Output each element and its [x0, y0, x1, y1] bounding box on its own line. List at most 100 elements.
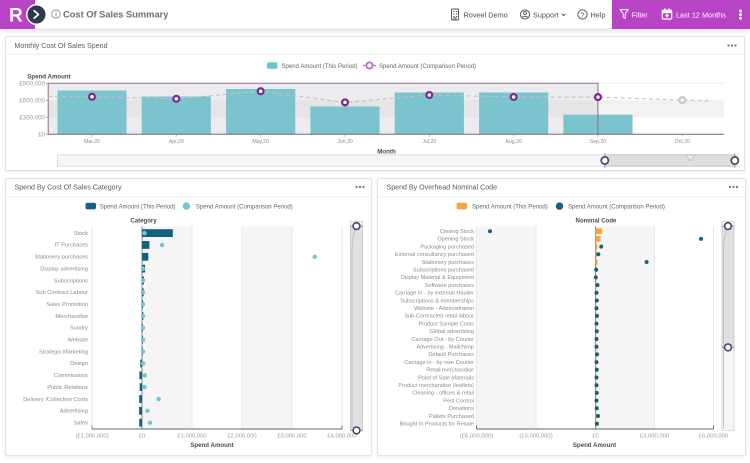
svg-text:Opening Stock: Opening Stock — [437, 236, 474, 242]
svg-text:Jul,20: Jul,20 — [422, 139, 436, 145]
svg-text:.. ..: .. .. — [151, 140, 156, 144]
svg-text:Spend By Cost Of Sales Categor: Spend By Cost Of Sales Category — [14, 183, 121, 191]
svg-text:Retail merchandise: Retail merchandise — [426, 367, 474, 373]
svg-text:(£6,000,000): (£6,000,000) — [460, 433, 493, 439]
svg-text:Website - Administration: Website - Administration — [414, 306, 474, 312]
svg-text:Apr,20: Apr,20 — [168, 139, 183, 145]
svg-text:.. ..: .. .. — [416, 140, 421, 144]
svg-text:.. ..: .. .. — [525, 140, 530, 144]
svg-text:Cleaning - offices & retail: Cleaning - offices & retail — [412, 390, 474, 396]
svg-text:.. ..: .. .. — [115, 140, 120, 144]
svg-text:.. ..: .. .. — [356, 140, 361, 144]
svg-text:Spend Amount: Spend Amount — [190, 442, 233, 449]
svg-text:£900,000: £900,000 — [19, 80, 45, 87]
svg-text:Spend Amount (This Period): Spend Amount (This Period) — [281, 64, 357, 70]
svg-text:Oct,20: Oct,20 — [674, 139, 689, 145]
svg-text:Merchandise: Merchandise — [55, 313, 88, 319]
svg-text:.. ..: .. .. — [247, 140, 252, 144]
svg-text:Global advertising: Global advertising — [429, 329, 474, 335]
svg-text:External consultancy purchased: External consultancy purchased — [395, 252, 474, 258]
svg-text:£300,000: £300,000 — [19, 114, 45, 121]
svg-text:Month: Month — [377, 148, 396, 155]
svg-text:Closing Stock: Closing Stock — [440, 229, 474, 235]
svg-text:£3,000,000: £3,000,000 — [640, 433, 670, 439]
svg-text:£1,000,000: £1,000,000 — [177, 433, 207, 439]
svg-text:£6,000,000: £6,000,000 — [699, 433, 729, 439]
svg-text:.. ..: .. .. — [561, 140, 566, 144]
svg-text:Delivery /Collection Costs: Delivery /Collection Costs — [23, 396, 88, 402]
svg-text:.. ..: .. .. — [705, 140, 710, 144]
svg-text:Jun,20: Jun,20 — [337, 139, 353, 145]
svg-text:Spend Amount (This Period): Spend Amount (This Period) — [472, 204, 548, 210]
svg-text:.. ..: .. .. — [320, 140, 325, 144]
svg-text:.. ..: .. .. — [657, 140, 662, 144]
svg-text:Spend Amount: Spend Amount — [573, 442, 616, 449]
svg-text:£0: £0 — [38, 131, 45, 138]
svg-text:.. ..: .. .. — [404, 140, 409, 144]
svg-text:Advertising: Advertising — [59, 408, 87, 414]
svg-text:Carriage In - by external Haul: Carriage In - by external Haulier — [395, 290, 474, 296]
svg-text:Subscriptions purchased: Subscriptions purchased — [413, 267, 474, 273]
svg-text:.. ..: .. .. — [573, 140, 578, 144]
svg-text:Display Material & Equipment: Display Material & Equipment — [401, 275, 475, 281]
svg-text:Display advertising: Display advertising — [40, 266, 88, 272]
svg-text:Software purchases: Software purchases — [425, 282, 475, 288]
svg-text:.. ..: .. .. — [199, 140, 204, 144]
svg-text:.. ..: .. .. — [163, 140, 168, 144]
svg-text:Stationery purchases: Stationery purchases — [422, 259, 475, 265]
svg-text:Advertising - Mailchimp: Advertising - Mailchimp — [416, 344, 474, 350]
svg-text:Product merchandise (leaflets): Product merchandise (leaflets) — [398, 383, 474, 389]
svg-text:.. ..: .. .. — [103, 140, 108, 144]
svg-text:Pest Control: Pest Control — [443, 398, 474, 404]
svg-text:Spend Amount: Spend Amount — [27, 73, 70, 80]
svg-text:Carriage in - by own Courier: Carriage in - by own Courier — [404, 359, 474, 365]
svg-text:.. ..: .. .. — [500, 140, 505, 144]
svg-text:Point of Sale Materials: Point of Sale Materials — [418, 375, 474, 381]
svg-text:.. ..: .. .. — [380, 140, 385, 144]
svg-text:£600,000: £600,000 — [19, 97, 45, 104]
svg-text:Bought In Products for Resale: Bought In Products for Resale — [400, 421, 474, 427]
svg-text:£3,000,000: £3,000,000 — [277, 433, 307, 439]
svg-text:£0: £0 — [592, 433, 599, 439]
svg-text:Monthly Cost Of Sales Spend: Monthly Cost Of Sales Spend — [14, 42, 107, 50]
svg-text:.. ..: .. .. — [296, 140, 301, 144]
svg-text:.. ..: .. .. — [585, 140, 590, 144]
svg-text:.. ..: .. .. — [669, 140, 674, 144]
svg-text:.. ..: .. .. — [368, 140, 373, 144]
svg-text:Strategic Marketing: Strategic Marketing — [39, 349, 88, 355]
svg-text:Spend Amount (Comparison Perio: Spend Amount (Comparison Period) — [568, 204, 665, 210]
svg-text:.. ..: .. .. — [284, 140, 289, 144]
svg-text:Roveel Demo: Roveel Demo — [464, 10, 508, 19]
svg-text:Mar,20: Mar,20 — [84, 139, 100, 145]
svg-text:.. ..: .. .. — [187, 140, 192, 144]
svg-text:Spend Amount (Comparison Perio: Spend Amount (Comparison Period) — [379, 64, 476, 70]
svg-text:Filter: Filter — [632, 10, 649, 19]
svg-text:Donations: Donations — [449, 406, 474, 412]
svg-text:.. ..: .. .. — [488, 140, 493, 144]
svg-text:Last 12 Months: Last 12 Months — [676, 10, 726, 19]
svg-text:Packaging purchased: Packaging purchased — [420, 244, 474, 250]
svg-text:£4,000,000: £4,000,000 — [327, 433, 357, 439]
svg-text:Carriage Out - by Courier: Carriage Out - by Courier — [411, 336, 474, 342]
svg-text:Sales Promotion: Sales Promotion — [46, 302, 88, 308]
svg-text:.. ..: .. .. — [332, 140, 337, 144]
svg-text:Subscriptions & memberships: Subscriptions & memberships — [400, 298, 474, 304]
svg-text:£2,000,000: £2,000,000 — [227, 433, 257, 439]
svg-text:Sub-Contracted retail labour: Sub-Contracted retail labour — [404, 313, 474, 319]
svg-text:Safey: Safey — [73, 420, 88, 426]
svg-text:.. ..: .. .. — [211, 140, 216, 144]
svg-text:Sundry: Sundry — [69, 325, 87, 331]
svg-text:Pallets Purchased: Pallets Purchased — [429, 413, 474, 419]
svg-text:May,20: May,20 — [252, 139, 269, 145]
svg-text:.. ..: .. .. — [440, 140, 445, 144]
svg-text:Spend Amount (This Period): Spend Amount (This Period) — [99, 204, 175, 210]
svg-text:.. ..: .. .. — [537, 140, 542, 144]
svg-text:.. ..: .. .. — [621, 140, 626, 144]
svg-text:.. ..: .. .. — [308, 140, 313, 144]
svg-text:?: ? — [580, 10, 584, 19]
svg-text:.. ..: .. .. — [645, 140, 650, 144]
svg-text:.. ..: .. .. — [693, 140, 698, 144]
svg-text:.. ..: .. .. — [139, 140, 144, 144]
svg-text:.. ..: .. .. — [464, 140, 469, 144]
svg-text:(£3,000,000): (£3,000,000) — [519, 433, 552, 439]
